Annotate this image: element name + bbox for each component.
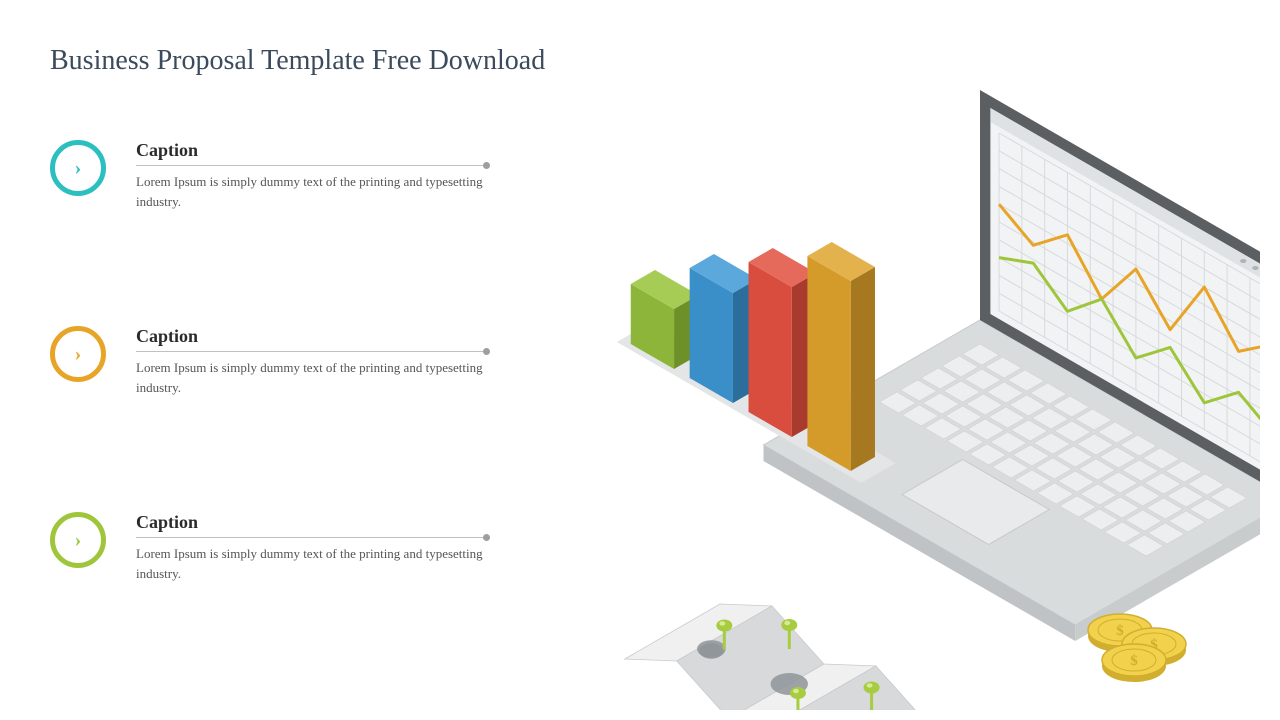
page-title: Business Proposal Template Free Download	[50, 45, 545, 77]
chevron-icon: ›	[75, 344, 82, 364]
caption-body: Lorem Ipsum is simply dummy text of the …	[136, 172, 490, 211]
bullet-ring: ›	[50, 326, 106, 382]
caption-item: › Caption Lorem Ipsum is simply dummy te…	[50, 326, 490, 397]
caption-text: Caption Lorem Ipsum is simply dummy text…	[136, 326, 490, 397]
bullet-ring: ›	[50, 512, 106, 568]
caption-list: › Caption Lorem Ipsum is simply dummy te…	[50, 140, 490, 698]
caption-text: Caption Lorem Ipsum is simply dummy text…	[136, 140, 490, 211]
chevron-icon: ›	[75, 158, 82, 178]
svg-text:$: $	[1130, 653, 1138, 669]
svg-text:$: $	[1116, 623, 1124, 639]
caption-heading: Caption	[136, 512, 490, 538]
caption-body: Lorem Ipsum is simply dummy text of the …	[136, 358, 490, 397]
caption-text: Caption Lorem Ipsum is simply dummy text…	[136, 512, 490, 583]
hero-illustration: $$$	[560, 20, 1260, 710]
caption-heading: Caption	[136, 326, 490, 352]
bullet-ring: ›	[50, 140, 106, 196]
chevron-icon: ›	[75, 530, 82, 550]
caption-item: › Caption Lorem Ipsum is simply dummy te…	[50, 140, 490, 211]
caption-item: › Caption Lorem Ipsum is simply dummy te…	[50, 512, 490, 583]
caption-heading: Caption	[136, 140, 490, 166]
caption-body: Lorem Ipsum is simply dummy text of the …	[136, 544, 490, 583]
